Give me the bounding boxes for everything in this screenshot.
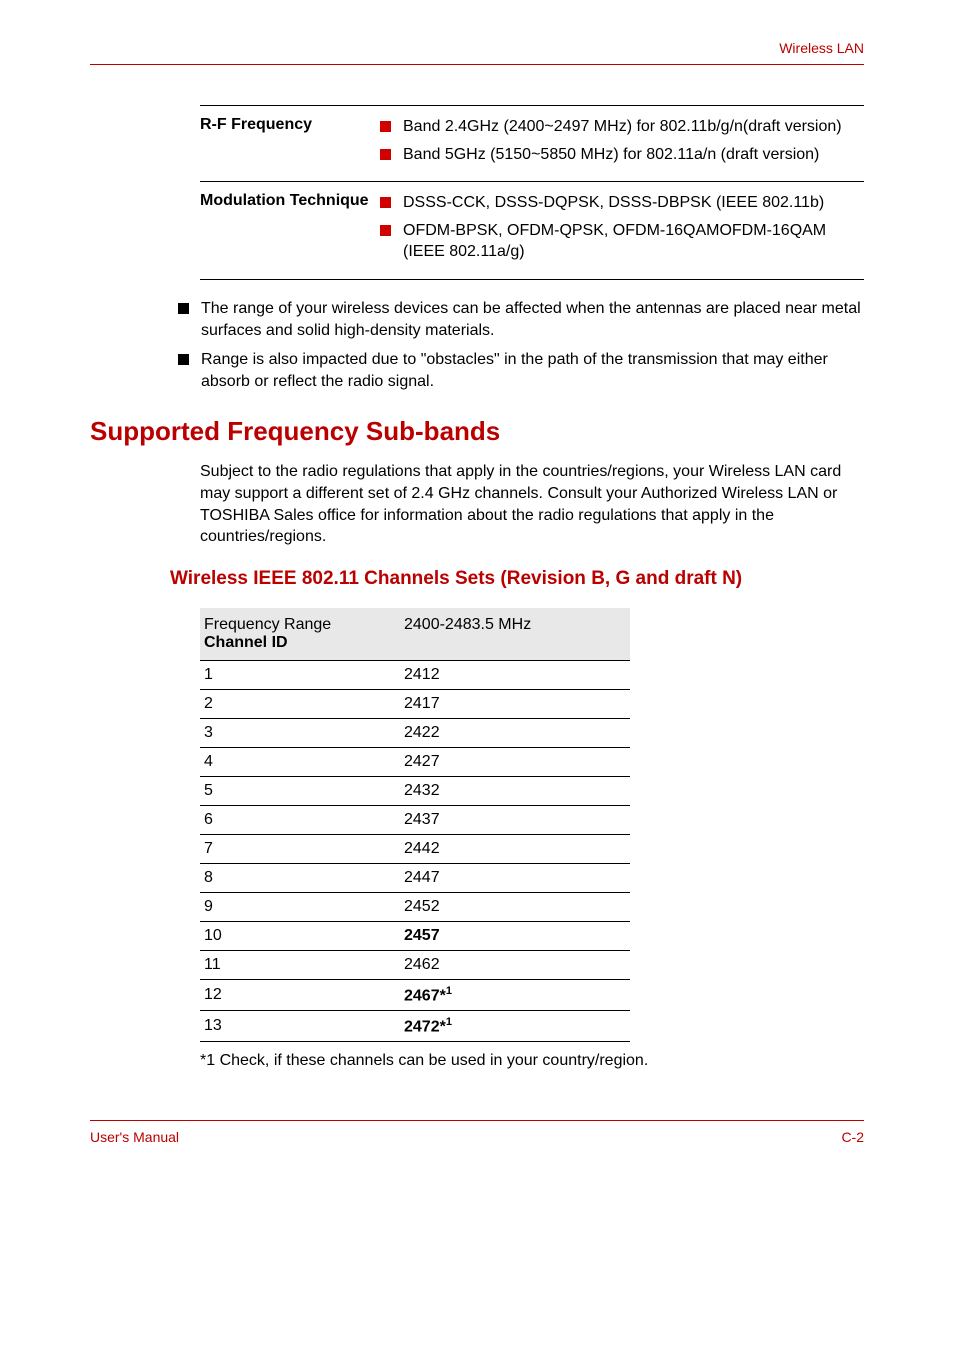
spec-value: Band 2.4GHz (2400~2497 MHz) for 802.11b/… bbox=[380, 106, 864, 182]
bullet-icon bbox=[178, 354, 189, 365]
spec-bullet: OFDM-BPSK, OFDM-QPSK, OFDM-16QAMOFDM-16Q… bbox=[380, 220, 864, 263]
table-row: 72442 bbox=[200, 834, 630, 863]
table-row: 132472*1 bbox=[200, 1011, 630, 1042]
channel-id: 8 bbox=[200, 863, 400, 892]
bullet-text: DSSS-CCK, DSSS-DQPSK, DSSS-DBPSK (IEEE 8… bbox=[403, 192, 864, 214]
bullet-icon bbox=[380, 197, 391, 208]
channel-freq: 2447 bbox=[400, 863, 630, 892]
spec-label: Modulation Technique bbox=[200, 182, 380, 280]
footer-right: C-2 bbox=[841, 1129, 864, 1145]
channel-id: 9 bbox=[200, 892, 400, 921]
section-body: Subject to the radio regulations that ap… bbox=[200, 461, 864, 547]
table-row: 112462 bbox=[200, 950, 630, 979]
channel-freq: 2427 bbox=[400, 747, 630, 776]
table-row: 52432 bbox=[200, 776, 630, 805]
section-title: Supported Frequency Sub-bands bbox=[90, 416, 864, 447]
channel-id: 1 bbox=[200, 660, 400, 689]
channel-freq: 2472*1 bbox=[400, 1011, 630, 1042]
channel-freq: 2432 bbox=[400, 776, 630, 805]
spec-bullet: Band 2.4GHz (2400~2497 MHz) for 802.11b/… bbox=[380, 116, 864, 138]
frequency-table: Frequency Range Channel ID 2400-2483.5 M… bbox=[200, 608, 630, 1043]
channel-freq: 2452 bbox=[400, 892, 630, 921]
note-item: The range of your wireless devices can b… bbox=[178, 298, 864, 341]
bullet-icon bbox=[380, 225, 391, 236]
table-row: 12412 bbox=[200, 660, 630, 689]
table-row: 32422 bbox=[200, 718, 630, 747]
note-text: Range is also impacted due to "obstacles… bbox=[201, 349, 864, 392]
table-row: 92452 bbox=[200, 892, 630, 921]
bullet-icon bbox=[178, 303, 189, 314]
spec-bullet: Band 5GHz (5150~5850 MHz) for 802.11a/n … bbox=[380, 144, 864, 166]
note-item: Range is also impacted due to "obstacles… bbox=[178, 349, 864, 392]
table-row: 62437 bbox=[200, 805, 630, 834]
freq-header-right: 2400-2483.5 MHz bbox=[400, 608, 630, 661]
channel-freq: 2467*1 bbox=[400, 979, 630, 1010]
page-footer: User's Manual C-2 bbox=[90, 1120, 864, 1145]
channel-freq: 2422 bbox=[400, 718, 630, 747]
table-row: 82447 bbox=[200, 863, 630, 892]
footer-left: User's Manual bbox=[90, 1129, 179, 1145]
bullet-text: OFDM-BPSK, OFDM-QPSK, OFDM-16QAMOFDM-16Q… bbox=[403, 220, 864, 263]
channel-id: 11 bbox=[200, 950, 400, 979]
spec-bullet: DSSS-CCK, DSSS-DQPSK, DSSS-DBPSK (IEEE 8… bbox=[380, 192, 864, 214]
channel-freq: 2442 bbox=[400, 834, 630, 863]
channel-id: 10 bbox=[200, 921, 400, 950]
channel-id: 12 bbox=[200, 979, 400, 1010]
channel-freq: 2417 bbox=[400, 689, 630, 718]
channel-freq: 2412 bbox=[400, 660, 630, 689]
channel-id: 4 bbox=[200, 747, 400, 776]
bullet-text: Band 2.4GHz (2400~2497 MHz) for 802.11b/… bbox=[403, 116, 864, 138]
spec-table: R-F Frequency Band 2.4GHz (2400~2497 MHz)… bbox=[200, 105, 864, 280]
table-row: 22417 bbox=[200, 689, 630, 718]
channel-freq: 2457 bbox=[400, 921, 630, 950]
subsection-title: Wireless IEEE 802.11 Channels Sets (Revi… bbox=[90, 568, 864, 590]
table-row: 42427 bbox=[200, 747, 630, 776]
channel-id: 6 bbox=[200, 805, 400, 834]
bullet-text: Band 5GHz (5150~5850 MHz) for 802.11a/n … bbox=[403, 144, 864, 166]
table-row: 122467*1 bbox=[200, 979, 630, 1010]
table-row: 102457 bbox=[200, 921, 630, 950]
spec-label: R-F Frequency bbox=[200, 106, 380, 182]
footnote: *1 Check, if these channels can be used … bbox=[200, 1052, 864, 1070]
channel-id: 5 bbox=[200, 776, 400, 805]
channel-freq: 2437 bbox=[400, 805, 630, 834]
channel-freq: 2462 bbox=[400, 950, 630, 979]
channel-id: 3 bbox=[200, 718, 400, 747]
freq-header-left: Frequency Range Channel ID bbox=[200, 608, 400, 661]
note-text: The range of your wireless devices can b… bbox=[201, 298, 864, 341]
channel-id: 2 bbox=[200, 689, 400, 718]
header-title: Wireless LAN bbox=[779, 40, 864, 56]
spec-value: DSSS-CCK, DSSS-DQPSK, DSSS-DBPSK (IEEE 8… bbox=[380, 182, 864, 280]
notes-list: The range of your wireless devices can b… bbox=[90, 298, 864, 392]
bullet-icon bbox=[380, 149, 391, 160]
page-header: Wireless LAN bbox=[90, 40, 864, 65]
channel-id: 13 bbox=[200, 1011, 400, 1042]
channel-id: 7 bbox=[200, 834, 400, 863]
bullet-icon bbox=[380, 121, 391, 132]
